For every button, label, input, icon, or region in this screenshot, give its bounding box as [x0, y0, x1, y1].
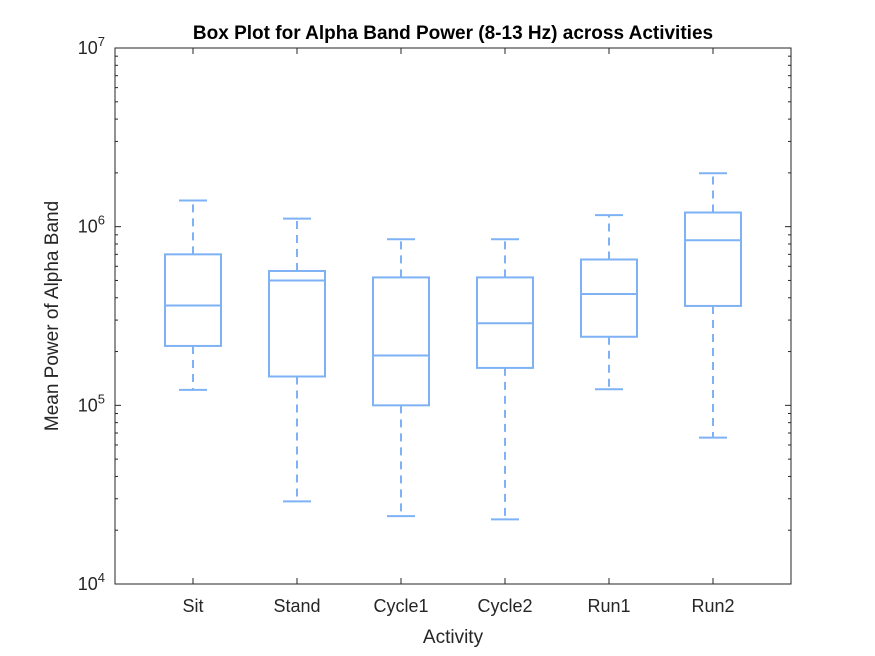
chart-title: Box Plot for Alpha Band Power (8-13 Hz) …	[193, 23, 713, 44]
x-tick-label: Run2	[691, 596, 734, 616]
box-sit	[164, 199, 222, 391]
interquartile-box	[580, 258, 638, 338]
box-cycle2	[476, 238, 534, 521]
box-run1	[580, 214, 638, 391]
x-tick-label: Cycle1	[373, 596, 428, 616]
box-series	[164, 172, 742, 521]
y-axis-label: Mean Power of Alpha Band	[42, 201, 63, 431]
y-tick-label: 105	[78, 391, 105, 415]
interquartile-box	[164, 253, 222, 347]
interquartile-box	[268, 269, 326, 378]
y-axis-ticks: 104 105 106 107	[78, 34, 791, 594]
x-axis-ticks: Sit Stand Cycle1 Cycle2 Run1 Run2	[182, 48, 735, 616]
box-run2	[684, 172, 742, 439]
x-tick-label: Sit	[182, 596, 203, 616]
box-cycle1	[372, 238, 430, 518]
y-tick-label: 106	[78, 213, 105, 237]
y-tick-label: 107	[78, 34, 105, 58]
y-tick-label: 104	[78, 570, 105, 594]
box-stand	[268, 217, 326, 503]
x-tick-label: Stand	[273, 596, 320, 616]
plot-area	[114, 47, 792, 585]
x-tick-label: Run1	[587, 596, 630, 616]
x-axis-label: Activity	[423, 627, 484, 648]
x-tick-label: Cycle2	[477, 596, 532, 616]
interquartile-box	[372, 276, 430, 407]
interquartile-box	[684, 211, 742, 307]
